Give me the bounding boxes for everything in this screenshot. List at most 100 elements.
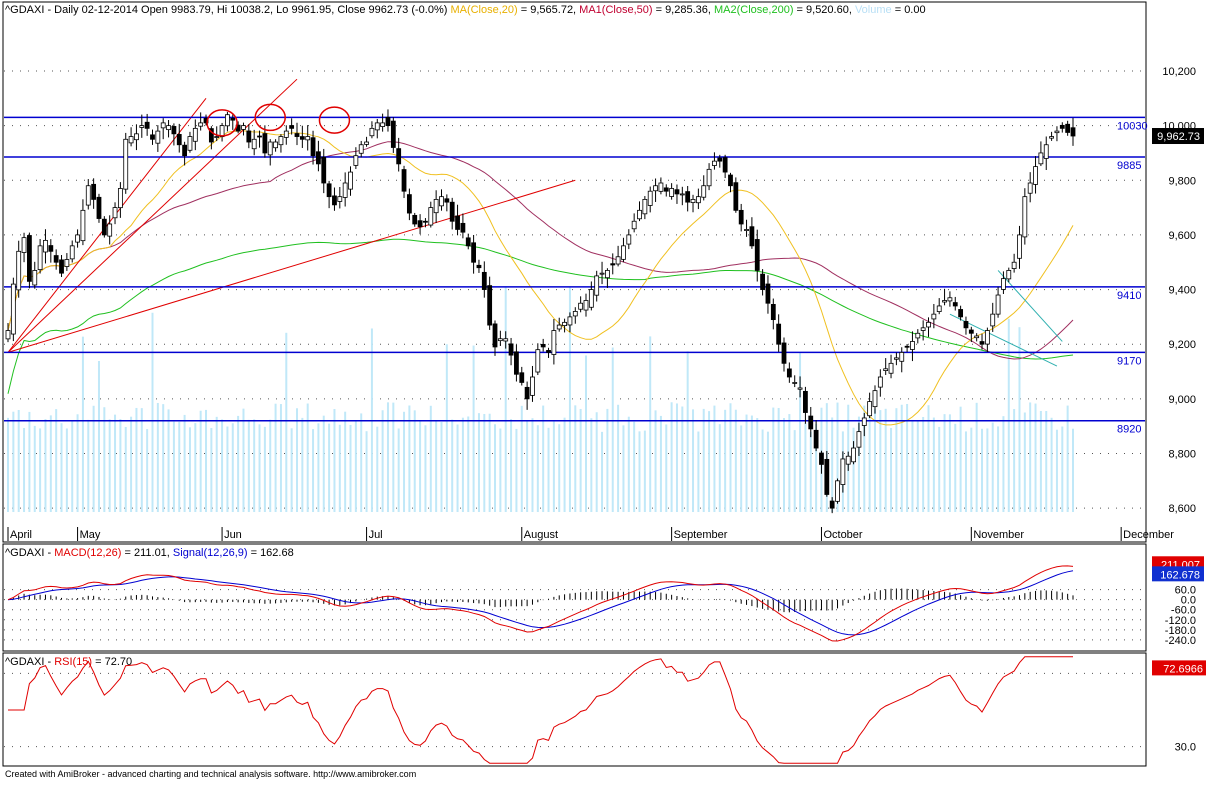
candle-body <box>936 305 942 313</box>
rsi-pane[interactable] <box>2 652 1147 767</box>
volume-bar <box>87 419 90 512</box>
volume-bar <box>959 406 962 512</box>
volume-bar <box>857 416 860 512</box>
candle-body <box>1059 124 1065 129</box>
candle-body <box>1033 166 1038 185</box>
candle-body <box>861 417 867 426</box>
volume-bar <box>654 410 657 512</box>
macd-tick-label: -240.0 <box>1165 635 1196 647</box>
x-tick-label: August <box>524 529 558 541</box>
volume-bar <box>584 355 587 512</box>
volume-bar <box>477 413 480 512</box>
candle-body <box>792 382 798 384</box>
candle-body <box>845 455 851 465</box>
candle-body <box>257 135 262 138</box>
volume-bar <box>665 424 668 512</box>
volume-bar <box>729 403 732 512</box>
macd-pane[interactable] <box>2 543 1147 652</box>
volume-bar <box>922 416 925 512</box>
volume-bar <box>44 419 47 512</box>
candle-body <box>968 329 974 334</box>
volume-bar <box>360 413 363 512</box>
candle-body <box>674 189 680 195</box>
volume-bar <box>1018 327 1021 512</box>
x-tick-label: November <box>973 529 1024 541</box>
volume-bar <box>17 410 20 512</box>
macd-tick-label: -60.0 <box>1171 605 1196 617</box>
volume-bar <box>1002 416 1005 512</box>
volume-bar <box>108 419 111 512</box>
candle-body <box>744 229 749 231</box>
candle-body <box>412 214 418 225</box>
candle-body <box>128 136 134 144</box>
volume-bar <box>49 415 52 512</box>
candle-body <box>840 458 846 485</box>
signal-tag-box <box>1152 566 1204 582</box>
volume-bar <box>499 428 502 512</box>
candle-body <box>166 125 171 131</box>
candle-body <box>492 323 498 348</box>
candle-body <box>80 209 86 242</box>
candle-body <box>904 345 910 348</box>
volume-bar <box>1055 429 1058 512</box>
volume-bar <box>333 408 336 512</box>
candle-body <box>824 458 830 495</box>
candle-body <box>770 303 776 321</box>
volume-bar <box>504 286 507 512</box>
candle-body <box>369 127 375 137</box>
volume-bar <box>601 431 604 512</box>
candle-body <box>48 245 54 252</box>
candle-body <box>337 196 343 202</box>
candle-body <box>829 500 835 509</box>
candle-body <box>64 259 70 267</box>
level-label: 9170 <box>1117 355 1141 367</box>
candle-body <box>786 368 792 378</box>
volume-bar <box>467 416 470 512</box>
volume-bar <box>392 402 395 512</box>
candle-body <box>588 289 594 308</box>
volume-bar <box>306 403 309 512</box>
candle-body <box>225 114 230 127</box>
volume-bar <box>1023 412 1026 512</box>
volume-bar <box>804 423 807 512</box>
volume-bar <box>986 428 989 512</box>
volume-bar <box>863 405 866 512</box>
candle-body <box>760 273 765 290</box>
volume-bar <box>852 427 855 512</box>
volume-bar <box>809 431 812 512</box>
ma20-line <box>7 130 1074 426</box>
volume-bar <box>777 407 780 512</box>
volume-bar <box>419 421 422 512</box>
volume-bar <box>472 345 475 512</box>
candle-body <box>380 122 386 127</box>
ma200-line <box>7 238 1074 394</box>
candle-body <box>278 136 284 146</box>
candle-body <box>551 330 557 355</box>
candle-body <box>915 332 921 339</box>
candle-body <box>428 207 434 226</box>
candle-body <box>112 207 118 219</box>
candle-body <box>952 302 958 307</box>
volume-bar <box>312 429 315 512</box>
level-label: 10030 <box>1117 120 1148 132</box>
candle-body <box>990 313 996 327</box>
volume-bar <box>879 410 882 512</box>
candle-body <box>1001 278 1006 290</box>
macd-tick-label: -180.0 <box>1165 625 1196 637</box>
candle-body <box>920 327 926 331</box>
volume-bar <box>890 427 893 512</box>
candle-body <box>888 362 894 374</box>
volume-bar <box>221 419 224 512</box>
volume-bar <box>799 352 802 512</box>
volume-bar <box>28 411 31 512</box>
candle-body <box>653 185 658 192</box>
volume-bar <box>547 427 550 512</box>
volume-bar <box>1007 318 1010 512</box>
volume-bar <box>119 419 122 512</box>
candle-body <box>578 302 584 310</box>
volume-bar <box>531 418 534 512</box>
volume-bar <box>114 414 117 512</box>
candle-body <box>433 198 439 214</box>
